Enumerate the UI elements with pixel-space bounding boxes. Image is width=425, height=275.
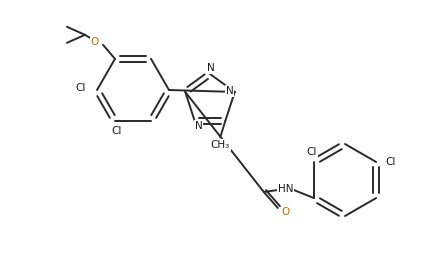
Text: O: O — [91, 37, 99, 47]
Text: N: N — [195, 121, 203, 131]
Text: Cl: Cl — [112, 126, 122, 136]
Text: CH₃: CH₃ — [211, 140, 230, 150]
Text: Cl: Cl — [306, 147, 317, 157]
Text: N: N — [226, 86, 234, 96]
Text: O: O — [282, 207, 290, 217]
Text: N: N — [207, 63, 215, 73]
Text: Cl: Cl — [385, 157, 395, 167]
Text: Cl: Cl — [76, 83, 86, 93]
Text: HN: HN — [278, 184, 294, 194]
